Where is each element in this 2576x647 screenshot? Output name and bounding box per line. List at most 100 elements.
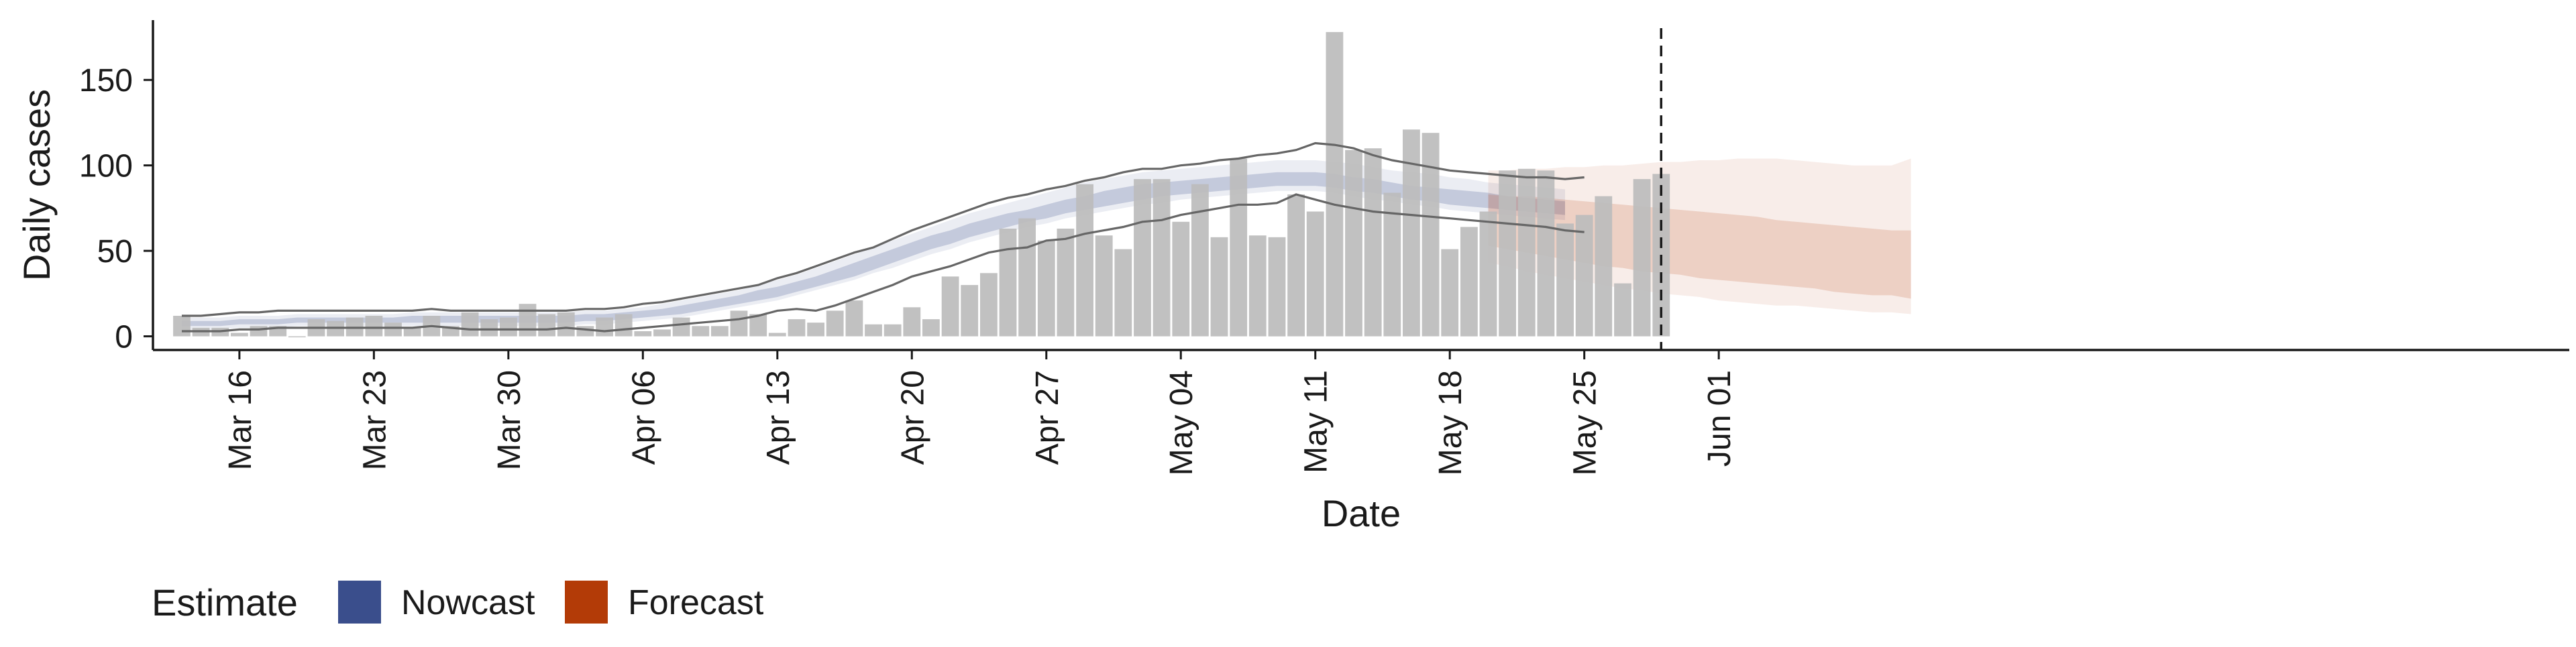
bar-27 xyxy=(692,326,710,337)
bar-53 xyxy=(1191,184,1209,337)
y-tick-label-150: 150 xyxy=(79,63,133,99)
bar-44 xyxy=(1018,218,1036,337)
bar-15 xyxy=(461,312,479,337)
x-tick-label-8: May 11 xyxy=(1299,370,1334,473)
bar-61 xyxy=(1345,150,1362,337)
bar-42 xyxy=(980,273,998,337)
bar-41 xyxy=(961,285,979,337)
bar-48 xyxy=(1095,235,1113,337)
bar-12 xyxy=(403,327,421,337)
x-tick-label-5: Apr 20 xyxy=(895,370,930,465)
x-tick-label-4: Apr 13 xyxy=(761,370,796,465)
bars-layer xyxy=(173,32,1670,338)
bar-18 xyxy=(519,304,537,337)
bar-72 xyxy=(1556,223,1574,337)
y-axis-title: Daily cases xyxy=(15,89,58,281)
bar-0 xyxy=(173,316,191,337)
y-tick-label-0: 0 xyxy=(115,320,133,355)
bar-73 xyxy=(1575,215,1593,337)
bar-16 xyxy=(480,319,498,337)
bar-25 xyxy=(653,329,671,337)
legend-label-nowcast: Nowcast xyxy=(401,583,535,622)
bar-60 xyxy=(1326,32,1344,337)
bar-67 xyxy=(1460,227,1478,337)
bar-46 xyxy=(1057,229,1075,337)
bar-39 xyxy=(922,319,940,337)
bar-17 xyxy=(500,317,517,337)
bar-54 xyxy=(1210,237,1228,337)
bar-36 xyxy=(865,324,882,337)
bar-40 xyxy=(941,276,959,337)
x-tick-label-10: May 25 xyxy=(1568,370,1603,475)
x-axis-title: Date xyxy=(1322,492,1401,534)
bar-26 xyxy=(672,317,690,337)
bar-65 xyxy=(1421,133,1440,337)
bar-24 xyxy=(634,331,652,337)
bar-45 xyxy=(1037,240,1055,337)
bar-37 xyxy=(883,324,902,337)
bar-66 xyxy=(1441,249,1459,337)
bar-69 xyxy=(1499,170,1516,337)
bar-58 xyxy=(1287,194,1305,337)
bar-20 xyxy=(557,312,575,337)
bar-21 xyxy=(576,326,594,337)
bar-6 xyxy=(288,336,306,338)
bar-75 xyxy=(1614,283,1631,337)
y-tick-label-100: 100 xyxy=(79,149,133,184)
bar-29 xyxy=(730,310,748,337)
bar-62 xyxy=(1364,148,1382,337)
legend-swatch-forecast xyxy=(565,581,608,624)
x-tick-label-3: Apr 06 xyxy=(626,370,661,465)
bar-49 xyxy=(1114,249,1132,337)
x-tick-label-6: Apr 27 xyxy=(1030,370,1065,465)
bar-34 xyxy=(826,310,844,337)
y-tick-label-50: 50 xyxy=(97,234,133,270)
bar-23 xyxy=(614,314,633,337)
bar-19 xyxy=(538,314,555,337)
bar-76 xyxy=(1633,179,1651,337)
bar-31 xyxy=(768,333,786,337)
bar-4 xyxy=(250,326,268,337)
forecast-inner-band xyxy=(1488,194,1911,299)
forecast-outer-band xyxy=(1488,158,1911,314)
observed-upper-line xyxy=(182,141,1585,317)
bar-35 xyxy=(845,300,863,337)
bar-33 xyxy=(807,322,824,337)
bar-55 xyxy=(1230,158,1248,337)
x-tick-label-0: Mar 16 xyxy=(223,370,258,470)
bar-3 xyxy=(231,333,248,337)
bar-43 xyxy=(999,229,1017,337)
bar-74 xyxy=(1595,196,1613,337)
axes-layer: 0 50 100 150 Mar 16 Mar 23 Mar 30 Apr 06 Apr 13 A… xyxy=(79,20,2569,475)
legend: Estimate Nowcast Forecast xyxy=(152,581,764,624)
legend-label-forecast: Forecast xyxy=(628,583,764,622)
bar-63 xyxy=(1383,192,1401,337)
bar-57 xyxy=(1268,237,1286,337)
bar-59 xyxy=(1306,211,1324,337)
x-tick-label-11: Jun 01 xyxy=(1702,370,1737,467)
bar-47 xyxy=(1076,184,1093,337)
bar-64 xyxy=(1403,129,1420,337)
bar-70 xyxy=(1517,168,1536,337)
bar-56 xyxy=(1248,235,1267,337)
bar-52 xyxy=(1172,221,1190,337)
observed-lower-line xyxy=(182,193,1585,333)
x-tick-label-1: Mar 23 xyxy=(357,370,392,470)
x-tick-label-9: May 18 xyxy=(1433,370,1468,475)
bar-11 xyxy=(384,322,402,337)
bar-28 xyxy=(711,326,729,337)
bar-71 xyxy=(1537,170,1555,337)
legend-swatch-nowcast xyxy=(338,581,381,624)
bar-32 xyxy=(788,319,806,337)
bar-68 xyxy=(1479,211,1497,337)
legend-title: Estimate xyxy=(152,581,298,624)
bar-10 xyxy=(365,316,383,337)
x-tick-label-2: Mar 30 xyxy=(492,370,527,470)
bar-38 xyxy=(903,307,921,337)
bar-51 xyxy=(1152,179,1171,337)
bar-50 xyxy=(1134,179,1151,337)
x-tick-label-7: May 04 xyxy=(1164,370,1199,475)
lines-layer xyxy=(182,28,1662,350)
